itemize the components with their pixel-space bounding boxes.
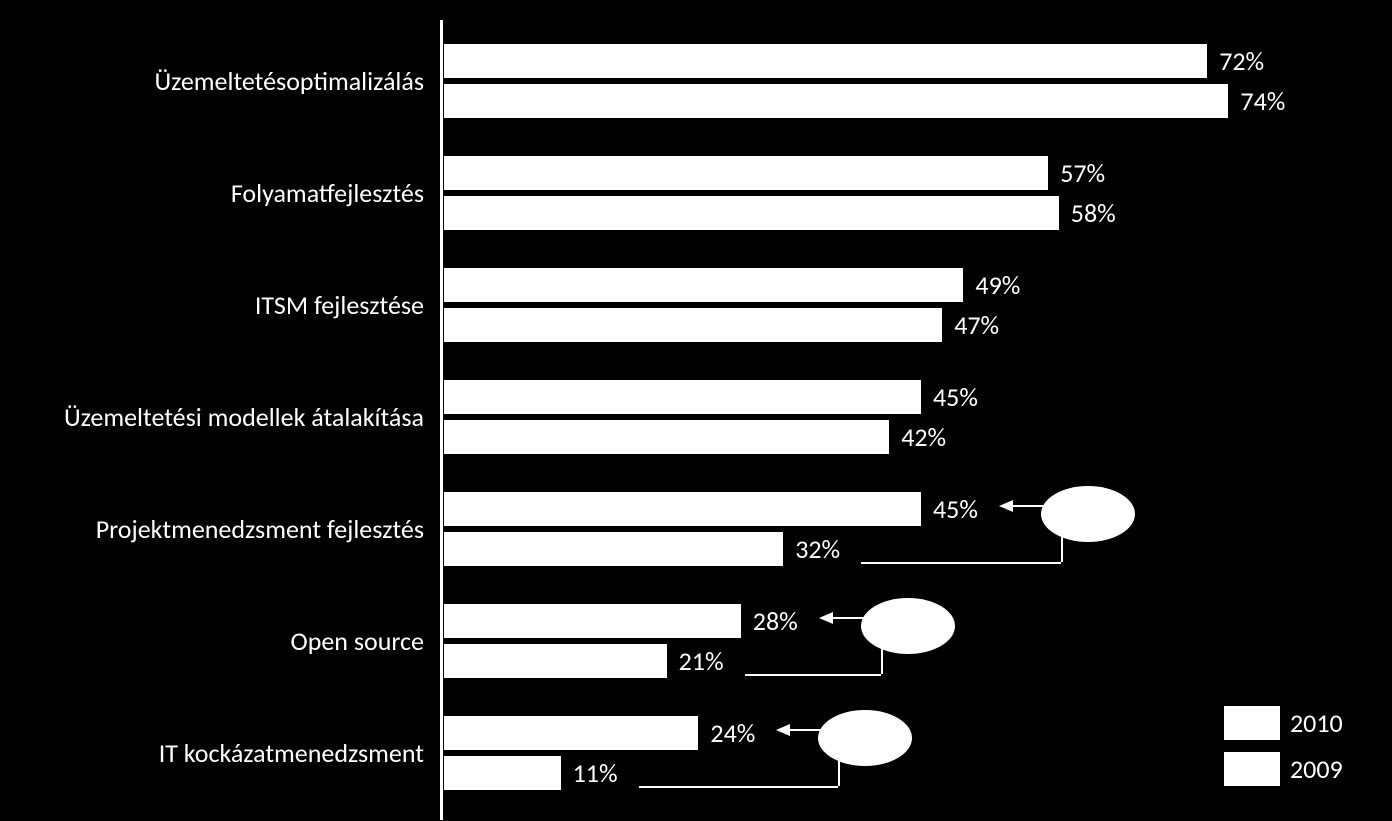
highlight-connector-vert: [881, 648, 883, 674]
category-label: Projektmenedzsment fejlesztés: [0, 516, 424, 542]
value-label-y2009: 32%: [795, 536, 840, 562]
category-label: Folyamatfejlesztés: [0, 180, 424, 206]
bar-y2010: [444, 604, 741, 638]
value-label-y2010: 57%: [1060, 160, 1105, 186]
bar-y2010: [444, 492, 921, 526]
value-label-y2009: 74%: [1240, 88, 1285, 114]
category-label: Üzemeltetésoptimalizálás: [0, 68, 424, 94]
value-label-y2009: 21%: [679, 648, 724, 674]
value-label-y2010: 28%: [753, 608, 798, 634]
bar-y2009: [444, 420, 889, 454]
bar-y2010: [444, 716, 698, 750]
highlight-ellipse: [1041, 486, 1135, 542]
bar-y2009: [444, 644, 667, 678]
legend-2009-swatch: [1224, 752, 1280, 786]
category-label: Open source: [0, 628, 424, 654]
value-label-y2010: 24%: [710, 720, 755, 746]
bar-y2010: [444, 44, 1207, 78]
category-label: IT kockázatmenedzsment: [0, 740, 424, 766]
bar-y2010: [444, 156, 1048, 190]
bar-y2009: [444, 756, 561, 790]
highlight-connector-line: [639, 786, 839, 788]
value-label-y2010: 45%: [933, 384, 978, 410]
highlight-arrow-line: [788, 729, 824, 731]
highlight-connector-vert: [1061, 536, 1063, 562]
y-axis-line: [440, 20, 443, 820]
legend-2010-label: 2010: [1290, 710, 1343, 736]
value-label-y2009: 42%: [901, 424, 946, 450]
legend-2010-swatch: [1224, 706, 1280, 740]
category-label: ITSM fejlesztése: [0, 292, 424, 318]
bar-y2009: [444, 196, 1059, 230]
highlight-ellipse: [861, 598, 955, 654]
bar-y2010: [444, 380, 921, 414]
highlight-connector-line: [745, 674, 881, 676]
bar-y2009: [444, 308, 942, 342]
value-label-y2010: 72%: [1219, 48, 1264, 74]
value-label-y2009: 47%: [954, 312, 999, 338]
value-label-y2010: 49%: [975, 272, 1020, 298]
category-label: Üzemeltetési modellek átalakítása: [0, 404, 424, 430]
highlight-arrow-line: [1011, 505, 1047, 507]
value-label-y2010: 45%: [933, 496, 978, 522]
bar-y2010: [444, 268, 963, 302]
bar-y2009: [444, 84, 1228, 118]
highlight-connector-vert: [838, 760, 840, 786]
legend-2009-label: 2009: [1290, 756, 1343, 782]
grouped-horizontal-bar-chart: 2010 2009 Üzemeltetésoptimalizálás 72% 74% Fo…: [0, 0, 1392, 821]
value-label-y2009: 58%: [1071, 200, 1116, 226]
highlight-connector-line: [861, 562, 1061, 564]
bar-y2009: [444, 532, 783, 566]
highlight-arrow-line: [831, 617, 867, 619]
value-label-y2009: 11%: [573, 760, 618, 786]
highlight-ellipse: [818, 710, 912, 766]
